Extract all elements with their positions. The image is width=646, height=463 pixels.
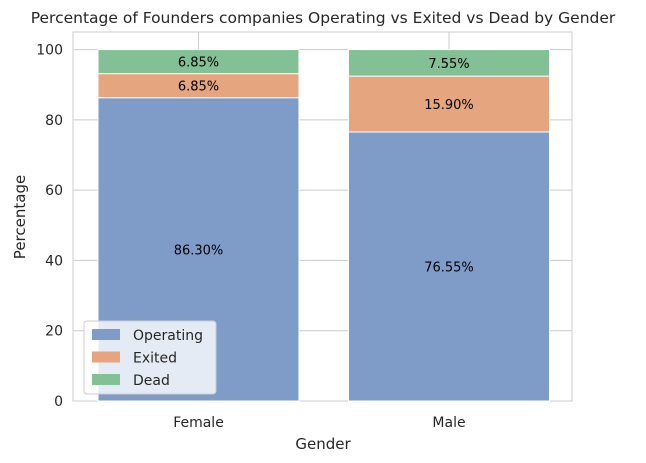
- legend-swatch-exited: [92, 351, 120, 363]
- y-tick-label: 40: [45, 253, 63, 269]
- bar-labels: 86.30% 6.85% 6.85% 76.55% 15.90% 7.55%: [174, 56, 474, 276]
- legend-label-exited: Exited: [133, 351, 177, 367]
- bar-dead-male: [348, 49, 550, 77]
- data-label-operating-male: 76.55%: [424, 260, 474, 275]
- y-tick-label: 100: [36, 43, 63, 59]
- x-axis-label: Gender: [295, 435, 351, 453]
- y-tick-label: 80: [45, 113, 63, 129]
- bar-operating-male: [348, 131, 550, 402]
- chart-title: Percentage of Founders companies Operati…: [31, 9, 616, 27]
- data-label-operating-female: 86.30%: [174, 243, 224, 258]
- data-label-exited-female: 6.85%: [178, 80, 219, 95]
- legend-swatch-dead: [92, 374, 120, 385]
- y-axis-label: Percentage: [11, 175, 29, 259]
- y-tick-label: 20: [45, 324, 63, 340]
- legend-label-dead: Dead: [133, 373, 170, 389]
- data-label-dead-female: 6.85%: [178, 56, 219, 71]
- legend-label-operating: Operating: [133, 328, 203, 344]
- x-tick-label: Female: [173, 415, 224, 431]
- y-tick-label: 0: [54, 394, 63, 410]
- legend: Operating Exited Dead: [83, 320, 217, 395]
- x-tick-label: Male: [432, 415, 465, 431]
- data-label-dead-male: 7.55%: [428, 57, 469, 72]
- bar-dead-female: [97, 49, 300, 75]
- y-tick-label: 60: [45, 183, 63, 199]
- bar-exited-female: [97, 73, 300, 99]
- y-axis-ticks: 0 20 40 60 80 100: [36, 43, 63, 410]
- x-axis-ticks: Female Male: [173, 415, 465, 431]
- legend-swatch-operating: [92, 329, 120, 340]
- data-label-exited-male: 15.90%: [424, 98, 474, 113]
